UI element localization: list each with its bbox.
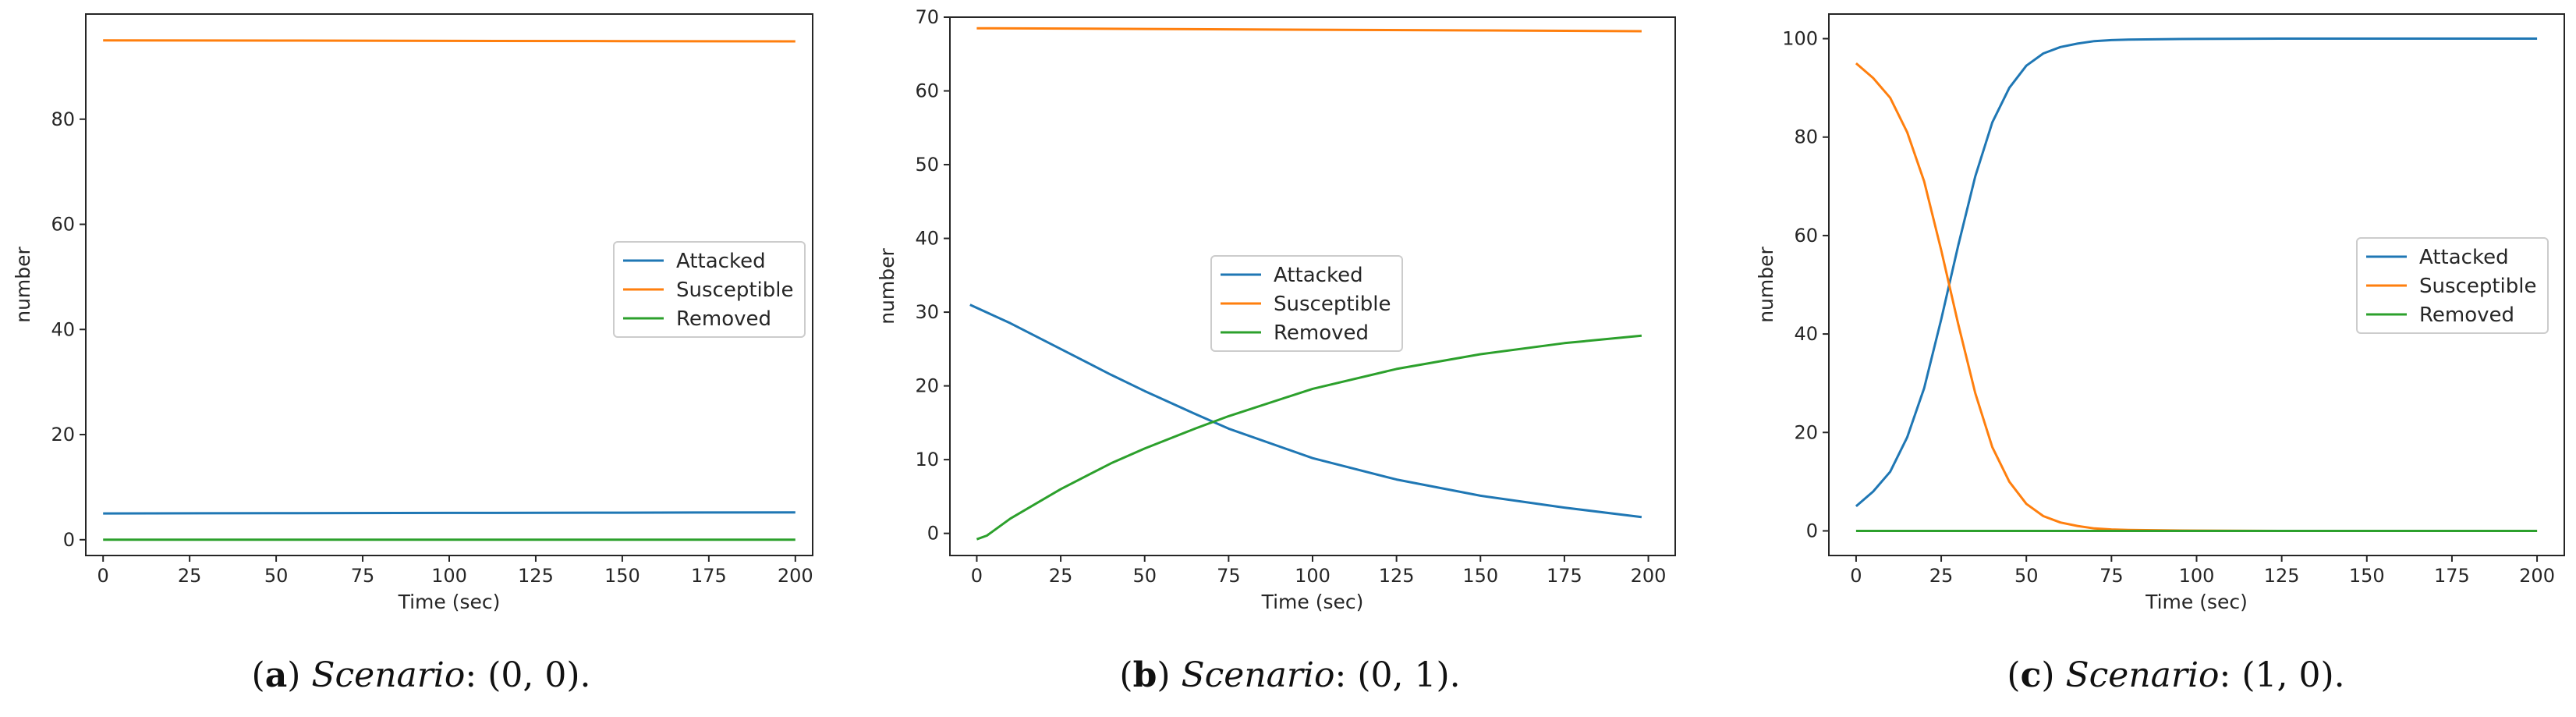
legend: Attacked Susceptible Removed xyxy=(613,241,806,338)
legend-label-removed: Removed xyxy=(676,307,771,331)
y-tick-label: 10 xyxy=(915,449,939,470)
y-tick-label: 80 xyxy=(1794,126,1818,148)
legend-box xyxy=(2356,237,2549,334)
caption-colon: : xyxy=(1335,655,1358,695)
chart-panel-c: 0 25 50 75 100 125 150 175 200 0 20 40 60 80 100 Time (… xyxy=(1755,13,2565,695)
y-tick-label: 50 xyxy=(915,154,939,176)
x-tick-label: 25 xyxy=(178,565,202,587)
caption-value: (0, 0). xyxy=(487,655,590,695)
y-tick-label: 60 xyxy=(915,80,939,102)
y-axis-label: number xyxy=(876,247,898,324)
x-tick-label: 0 xyxy=(1850,565,1862,587)
x-tick-label: 200 xyxy=(1631,565,1667,587)
legend-label-susceptible: Susceptible xyxy=(1274,293,1391,316)
series-line-susceptible xyxy=(976,27,1642,33)
y-tick-label: 20 xyxy=(915,375,939,397)
caption-letter: b xyxy=(1133,655,1157,695)
x-tick-label: 150 xyxy=(1462,565,1498,587)
caption-open-paren: ( xyxy=(2007,655,2020,695)
caption-value: (0, 1). xyxy=(1357,655,1460,695)
legend: Attacked Susceptible Removed xyxy=(1210,255,1403,352)
panel-caption: (a) Scenario: (0, 0). xyxy=(252,655,591,695)
x-tick-label: 50 xyxy=(264,565,289,587)
y-tick-label: 70 xyxy=(915,6,939,28)
x-tick-label: 100 xyxy=(1295,565,1331,587)
y-axis-label: number xyxy=(1755,246,1777,322)
legend-box xyxy=(613,241,806,338)
x-tick-label: 0 xyxy=(971,565,983,587)
x-tick-label: 150 xyxy=(604,565,640,587)
x-tick-label: 175 xyxy=(2434,565,2470,587)
caption-value: (1, 0). xyxy=(2241,655,2344,695)
x-tick-label: 75 xyxy=(351,565,375,587)
y-tick-label: 0 xyxy=(927,523,939,545)
y-tick-label: 100 xyxy=(1782,28,1818,50)
caption-open-paren: ( xyxy=(1119,655,1132,695)
series-line-removed xyxy=(976,334,1642,541)
chart-panel-b: 0 25 50 75 100 125 150 175 200 0 10 20 30 40 50 60 70 Tim… xyxy=(876,6,1676,695)
series-line-attacked xyxy=(1855,37,2538,508)
y-tick-label: 30 xyxy=(915,301,939,323)
y-tick-label: 20 xyxy=(1794,421,1818,443)
y-tick-label: 40 xyxy=(1794,323,1818,345)
x-tick-label: 125 xyxy=(1379,565,1415,587)
caption-letter: c xyxy=(2021,655,2042,695)
y-tick-label: 60 xyxy=(51,214,75,236)
y-tick-label: 40 xyxy=(51,318,75,340)
x-tick-label: 75 xyxy=(2099,565,2124,587)
x-axis-label: Time (sec) xyxy=(1261,591,1364,613)
legend-label-removed: Removed xyxy=(1274,321,1369,345)
x-axis-label: Time (sec) xyxy=(2145,591,2248,613)
y-tick-label: 60 xyxy=(1794,225,1818,247)
legend: Attacked Susceptible Removed xyxy=(2356,237,2549,334)
x-tick-label: 125 xyxy=(518,565,554,587)
caption-close-paren: ) xyxy=(287,655,311,695)
caption-colon: : xyxy=(2220,655,2242,695)
chart-panel-a: 0 25 50 75 100 125 150 175 200 0 20 40 60 80 Time (sec… xyxy=(12,13,813,695)
x-tick-label: 50 xyxy=(1132,565,1157,587)
x-tick-label: 100 xyxy=(2179,565,2215,587)
x-tick-label: 0 xyxy=(97,565,109,587)
legend-label-susceptible: Susceptible xyxy=(2419,275,2536,298)
y-tick-label: 20 xyxy=(51,424,75,445)
x-tick-label: 150 xyxy=(2349,565,2385,587)
x-tick-label: 25 xyxy=(1049,565,1073,587)
legend-label-attacked: Attacked xyxy=(2419,246,2509,269)
caption-close-paren: ) xyxy=(2041,655,2065,695)
legend-label-attacked: Attacked xyxy=(1274,264,1363,287)
caption-colon: : xyxy=(465,655,487,695)
x-tick-label: 50 xyxy=(2014,565,2039,587)
x-tick-label: 25 xyxy=(1929,565,1954,587)
y-tick-label: 40 xyxy=(915,228,939,250)
legend-label-susceptible: Susceptible xyxy=(676,279,793,302)
x-tick-label: 75 xyxy=(1217,565,1241,587)
caption-close-paren: ) xyxy=(1157,655,1181,695)
panel-caption: (b) Scenario: (0, 1). xyxy=(1119,655,1460,695)
y-axis-label: number xyxy=(12,246,34,322)
y-tick-label: 80 xyxy=(51,108,75,130)
x-tick-label: 125 xyxy=(2264,565,2300,587)
y-tick-label: 0 xyxy=(1806,520,1818,541)
x-axis-label: Time (sec) xyxy=(398,591,501,613)
legend-label-removed: Removed xyxy=(2419,303,2514,327)
caption-label: Scenario xyxy=(311,655,465,695)
caption-label: Scenario xyxy=(2066,655,2220,695)
panel-caption: (c) Scenario: (1, 0). xyxy=(2007,655,2344,695)
caption-label: Scenario xyxy=(1182,655,1335,695)
y-tick-label: 0 xyxy=(63,529,75,551)
x-tick-label: 200 xyxy=(2519,565,2555,587)
caption-open-paren: ( xyxy=(252,655,265,695)
legend-label-attacked: Attacked xyxy=(676,250,766,273)
caption-letter: a xyxy=(265,655,288,695)
x-tick-label: 200 xyxy=(778,565,813,587)
legend-box xyxy=(1210,255,1403,352)
x-tick-label: 100 xyxy=(431,565,467,587)
x-tick-label: 175 xyxy=(691,565,727,587)
x-tick-label: 175 xyxy=(1547,565,1582,587)
